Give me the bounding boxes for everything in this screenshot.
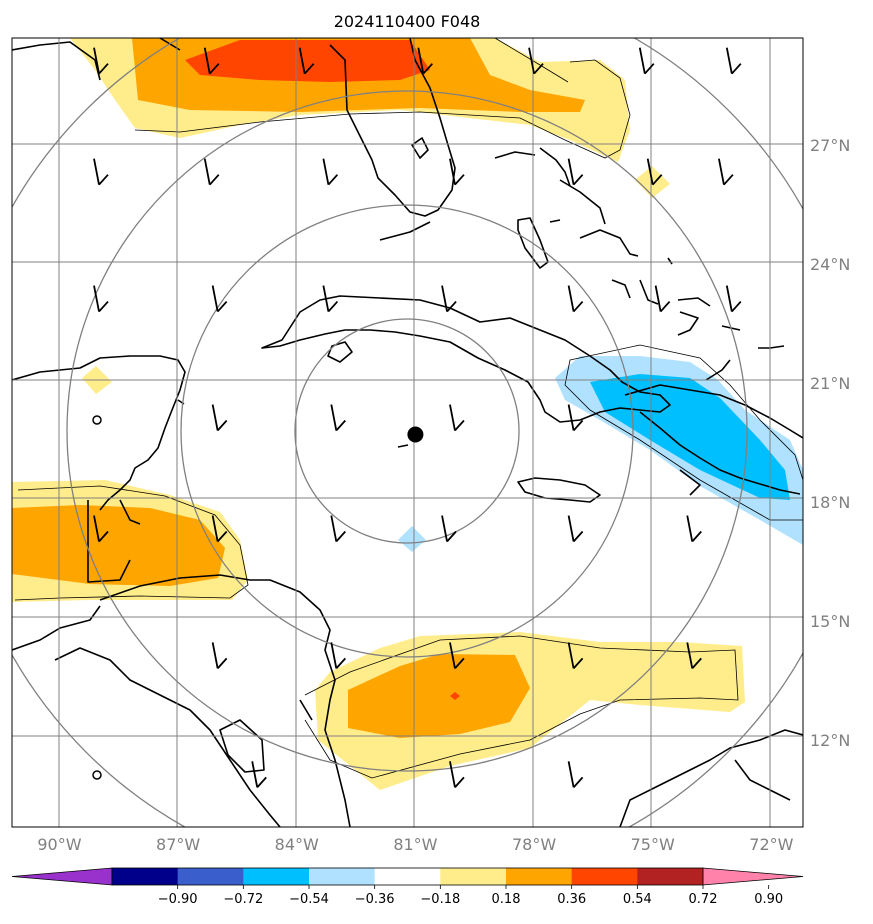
map-title: 2024110400 F048 [334,12,481,31]
wind-barb [449,642,465,670]
colorbar-tick-label: 0.72 [689,892,718,907]
lon-tick-label: 78°W [512,835,556,854]
colorbar-extend-high [702,867,804,886]
range-rings [12,38,803,827]
wind-barb [567,642,584,670]
wind-barb [725,47,742,75]
colorbar-bin [177,868,244,885]
wind-barb [646,158,663,186]
wind-barb [725,285,742,313]
wind-barb [211,285,228,313]
lat-tick-label: 15°N [810,612,850,631]
colorbar-tick-label: −0.36 [355,892,395,907]
wind-barb [211,642,228,670]
wind-barb [211,404,228,432]
colorbar-bin [440,868,507,885]
wind-barb [449,158,465,186]
wind-barb [251,761,267,788]
lon-tick-label: 84°W [275,835,319,854]
wind-barb [322,285,339,313]
map-frame [11,37,804,828]
wind-barb [298,47,315,75]
colorbar-bin [112,868,179,885]
island-markers [92,415,409,780]
wind-barb [686,515,702,543]
colorbar-tick-label: 0.54 [623,892,652,907]
lon-tick-label: 75°W [631,835,675,854]
lat-tick-label: 21°N [810,374,850,393]
colorbar-tick-label: −0.90 [158,892,198,907]
wind-barb [441,515,457,543]
colorbar-tick-label: 0.36 [557,892,586,907]
wind-barb [441,285,457,313]
wind-barb [567,404,584,432]
wind-barb [93,515,109,543]
wind-barb [686,642,702,670]
wind-barb [93,158,109,186]
map-area [12,38,803,827]
wind-barb [203,47,220,75]
colorbar-extend-low [11,867,113,886]
colorbar-bin [374,868,441,885]
longitude-tick-labels: 90°W 87°W 84°W 81°W 78°W 75°W 72°W [37,835,793,854]
lon-tick-label: 90°W [37,835,81,854]
colorbar-tick-label: −0.72 [223,892,263,907]
colorbar-tick-label: 0.18 [492,892,521,907]
colorbar-tick-label: −0.18 [420,892,460,907]
wind-barb [528,47,544,75]
lat-tick-label: 24°N [810,255,850,274]
wind-barb [638,47,655,75]
wind-barb [567,285,584,313]
colorbar-tick-label: 0.90 [754,892,783,907]
wind-barb [567,761,584,788]
wind-barb [654,285,671,313]
wind-barb [449,761,465,788]
wind-barb [449,404,465,432]
wind-barb [211,515,228,543]
wind-barb [330,404,346,432]
wind-barb [330,515,346,543]
colorbar-bin [506,868,573,885]
colorbar-bin [637,868,704,885]
wind-barb [330,642,346,670]
colorbar: −0.90 −0.72 −0.54 −0.36 −0.18 0.18 0.36 0.54 0.7… [11,867,804,907]
lat-tick-label: 12°N [810,731,850,750]
colorbar-bin [243,868,310,885]
colorbar-bin [309,868,376,885]
contour-lines [14,38,803,779]
colorbar-tick-label: −0.54 [289,892,329,907]
lon-tick-label: 72°W [749,835,793,854]
wind-barbs [93,47,742,788]
wind-barb [93,285,109,313]
storm-center-marker [407,426,424,443]
latitude-tick-labels: 27°N 24°N 21°N 18°N 15°N 12°N [810,136,850,750]
wind-barb [322,158,339,186]
lon-tick-label: 81°W [393,835,437,854]
wind-barb [203,158,220,186]
wind-barb [567,158,584,186]
colorbar-bin [571,868,638,885]
wind-barb [567,515,584,543]
shaded-fields [12,38,803,790]
lon-tick-label: 87°W [156,835,200,854]
lat-tick-label: 27°N [810,136,850,155]
lat-tick-label: 18°N [810,493,850,512]
wind-barb [718,158,734,186]
wind-barb [417,47,433,75]
wind-barb [93,47,109,75]
